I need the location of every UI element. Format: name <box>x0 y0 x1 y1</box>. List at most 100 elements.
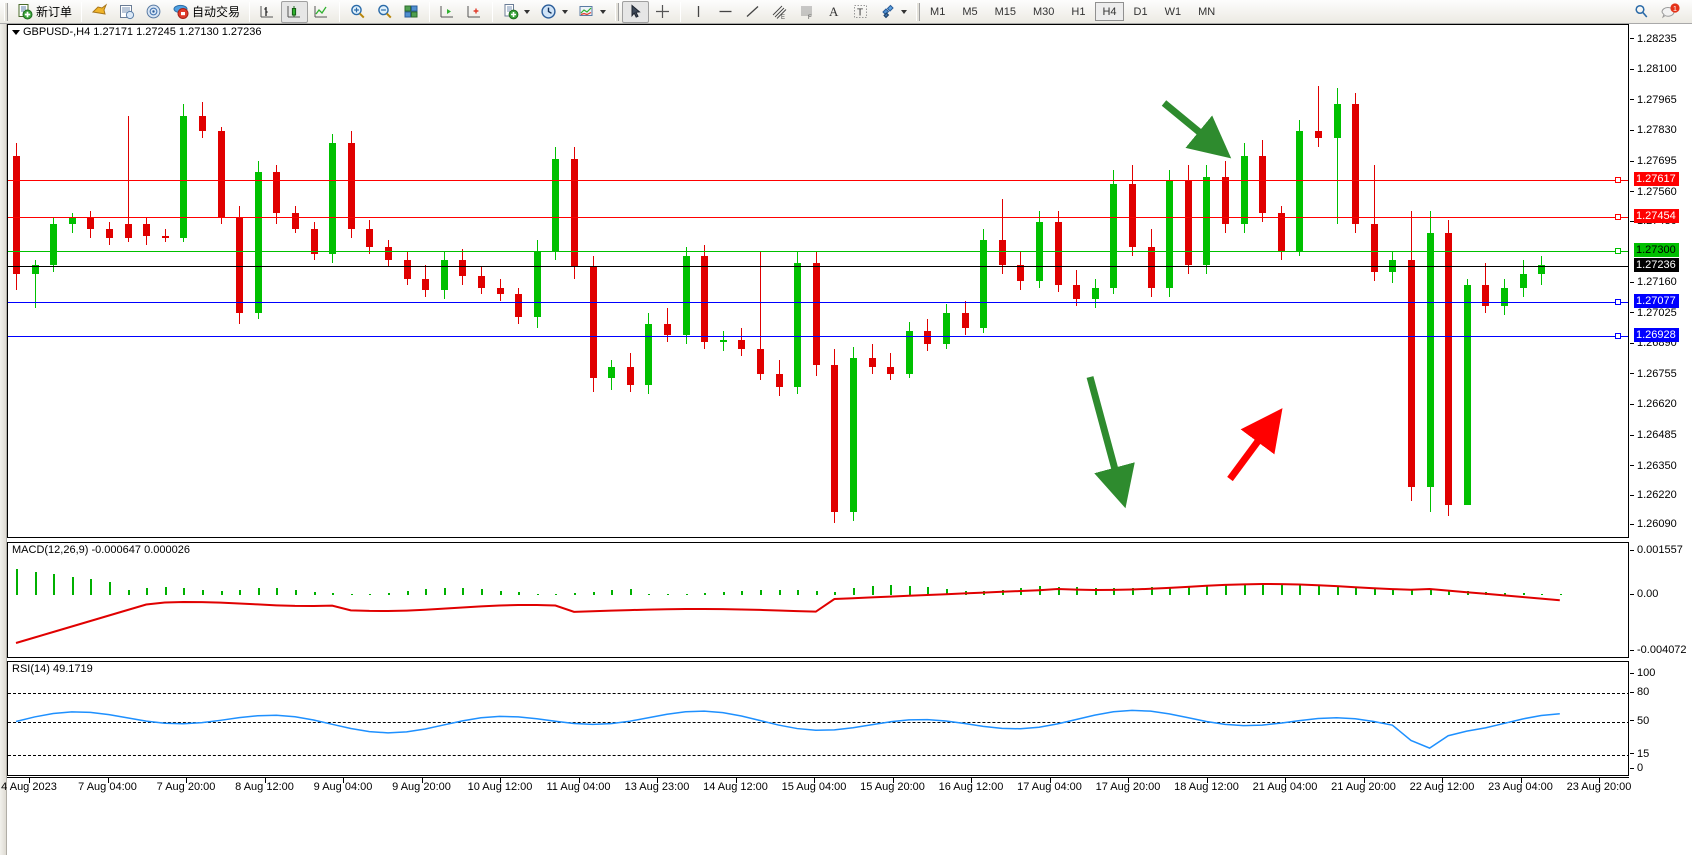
vline-button[interactable] <box>685 1 712 23</box>
timeframe-m30[interactable]: M30 <box>1033 5 1055 18</box>
trendline-button[interactable] <box>739 1 766 23</box>
candle-body <box>1184 181 1192 265</box>
period-button[interactable] <box>535 1 573 23</box>
time-axis[interactable]: 4 Aug 2023 7 Aug 04:00 7 Aug 20:00 8 Aug 12… <box>1 777 1631 805</box>
line-chart-button[interactable] <box>308 1 335 23</box>
indicators-button[interactable] <box>140 1 167 23</box>
trendline-icon <box>744 3 761 20</box>
price-level-label[interactable]: 1.27236 <box>1634 257 1679 272</box>
macd-histogram-bar <box>1094 587 1097 595</box>
timeframe-m15[interactable]: M15 <box>994 5 1016 18</box>
hline-icon <box>717 3 734 20</box>
new-order-button[interactable]: 新订单 <box>11 1 77 23</box>
price-level-handle[interactable] <box>1615 298 1621 305</box>
hline-button[interactable] <box>712 1 739 23</box>
auto-trading-button[interactable]: 自动交易 <box>167 1 245 23</box>
price-level-line[interactable] <box>8 335 1628 337</box>
price-level-label[interactable]: 1.26928 <box>1634 327 1679 342</box>
timeframe-h1[interactable]: H1 <box>1071 5 1086 18</box>
toolbar-grip-1[interactable] <box>4 2 8 21</box>
time-axis-tick <box>735 778 737 783</box>
price-level-line[interactable] <box>8 301 1628 303</box>
search-button[interactable] <box>1628 1 1655 23</box>
chart-side-grip[interactable] <box>0 24 7 855</box>
auto-trading-label: 自动交易 <box>192 5 241 19</box>
chart-shift-button[interactable] <box>434 1 461 23</box>
price-level-line[interactable] <box>8 179 1628 181</box>
equidistant-channel-button[interactable]: E <box>766 1 793 23</box>
price-level-handle[interactable] <box>1615 213 1621 220</box>
time-axis-tick <box>578 778 580 783</box>
candle-wick <box>1336 88 1338 225</box>
timeframe-h4[interactable]: H4 <box>1095 2 1124 21</box>
chart-tile-button[interactable] <box>398 1 425 23</box>
templates-button[interactable] <box>497 1 535 23</box>
crosshair-button[interactable] <box>649 1 676 23</box>
chart-collapse-icon[interactable] <box>12 29 20 35</box>
price-level-label[interactable]: 1.27617 <box>1634 171 1679 186</box>
macd-histogram-bar <box>350 593 353 595</box>
cursor-button[interactable] <box>622 0 650 23</box>
price-level-label[interactable]: 1.27454 <box>1634 208 1679 223</box>
rsi-axis[interactable]: 100 80 50 15 0 <box>1630 661 1692 776</box>
price-pane[interactable]: GBPUSD-,H4 1.27171 1.27245 1.27130 1.272… <box>7 24 1629 538</box>
price-level-line[interactable] <box>8 216 1628 218</box>
timeframe-m1[interactable]: M1 <box>930 5 946 18</box>
indicator-list-button[interactable] <box>573 1 611 23</box>
macd-histogram-bar <box>71 576 74 595</box>
macd-axis[interactable]: 0.001557 0.00 -0.004072 <box>1630 542 1692 658</box>
zoom-out-button[interactable] <box>371 1 398 23</box>
price-level-handle[interactable] <box>1615 248 1621 255</box>
timeframe-w1[interactable]: W1 <box>1164 5 1182 18</box>
candlestick-chart-icon <box>286 3 303 20</box>
macd-axis-tick: 0.00 <box>1630 588 1658 600</box>
price-level-label[interactable]: 1.27077 <box>1634 293 1679 308</box>
annotation-arrow[interactable] <box>1086 376 1135 509</box>
fibonacci-button[interactable]: F <box>793 1 820 23</box>
expert-advisor-button[interactable] <box>86 1 113 23</box>
macd-histogram-bar <box>890 585 893 595</box>
timeframe-mn[interactable]: MN <box>1198 5 1216 18</box>
chart-area[interactable]: GBPUSD-,H4 1.27171 1.27245 1.27130 1.272… <box>0 24 1692 855</box>
candle-body <box>626 366 634 386</box>
chevron-down-icon[interactable] <box>901 9 908 14</box>
macd-histogram-bar <box>239 590 242 595</box>
macd-histogram-bar <box>797 590 800 595</box>
macd-histogram-bar <box>1299 584 1302 595</box>
chevron-down-icon[interactable] <box>524 9 531 14</box>
price-level-handle[interactable] <box>1615 332 1621 339</box>
zoom-in-button[interactable] <box>344 1 371 23</box>
candle-body <box>1017 265 1025 281</box>
annotation-arrow[interactable] <box>1161 100 1232 159</box>
annotation-arrow[interactable] <box>1227 408 1283 482</box>
candle-body <box>273 172 281 213</box>
price-level-line[interactable] <box>8 251 1628 253</box>
candle-wick <box>1373 165 1375 281</box>
price-axis[interactable]: 1.27617 1.27454 1.27300 1.27236 1.27077 1.269… <box>1630 24 1692 538</box>
candle-body <box>1110 183 1118 288</box>
data-window-button[interactable] <box>113 1 140 23</box>
macd-pane[interactable]: MACD(12,26,9) -0.000647 0.000026 <box>7 542 1629 658</box>
bar-chart-button[interactable] <box>254 1 281 23</box>
candle-body <box>664 323 671 336</box>
toolbar-separator-4 <box>429 1 431 22</box>
candlestick-chart-button[interactable] <box>281 0 309 23</box>
price-level-label[interactable]: 1.27300 <box>1634 243 1679 258</box>
timeframe-d1[interactable]: D1 <box>1133 5 1148 18</box>
draw-objects-button[interactable] <box>874 1 912 23</box>
candle-wick <box>890 353 892 381</box>
price-level-line[interactable] <box>8 265 1628 267</box>
chart-autoscroll-button[interactable] <box>461 1 488 23</box>
chevron-down-icon[interactable] <box>562 9 569 14</box>
text-button[interactable]: A <box>820 1 847 23</box>
text-label-button[interactable]: T <box>847 1 874 23</box>
macd-histogram-bar <box>555 593 558 595</box>
timeframe-m5[interactable]: M5 <box>962 5 978 18</box>
toolbar-grip-3[interactable] <box>916 2 921 21</box>
notification-button[interactable]: 1 <box>1655 1 1686 23</box>
indicators-icon <box>145 3 162 20</box>
chevron-down-icon[interactable] <box>600 9 607 14</box>
rsi-pane[interactable]: RSI(14) 49.1719 <box>7 661 1629 776</box>
toolbar-grip-2[interactable] <box>615 2 620 21</box>
price-level-handle[interactable] <box>1615 176 1621 183</box>
